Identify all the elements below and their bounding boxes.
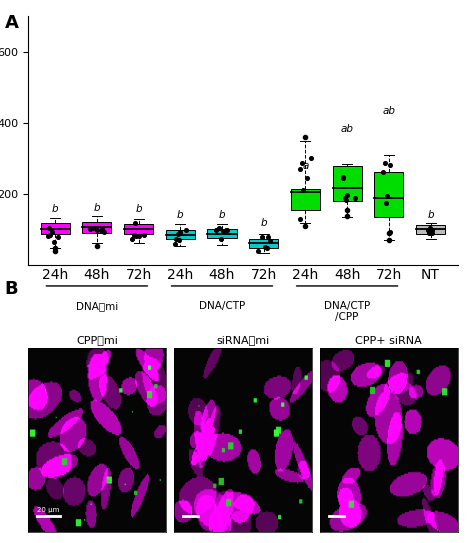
Text: ab: ab xyxy=(340,124,354,134)
Point xyxy=(425,229,432,237)
Bar xyxy=(333,166,362,201)
Text: ab: ab xyxy=(382,106,396,116)
Point xyxy=(298,159,305,168)
Point xyxy=(212,225,219,234)
Point xyxy=(172,235,180,243)
Point xyxy=(263,244,271,252)
Text: b: b xyxy=(93,203,100,213)
Point xyxy=(224,226,231,235)
Text: a: a xyxy=(302,161,309,171)
Text: A: A xyxy=(5,14,19,31)
Point xyxy=(176,228,184,236)
Bar xyxy=(291,189,320,210)
Text: /CPP: /CPP xyxy=(335,312,359,321)
Point xyxy=(55,233,62,242)
Bar xyxy=(416,225,445,233)
Point xyxy=(426,224,434,232)
Point xyxy=(426,228,433,237)
Point xyxy=(222,226,230,235)
Point xyxy=(351,194,358,203)
Point xyxy=(382,199,390,208)
Point xyxy=(386,228,394,236)
Point xyxy=(386,161,393,169)
Bar xyxy=(374,172,403,217)
Point xyxy=(341,194,349,203)
Point xyxy=(44,232,51,241)
Text: 20 μm: 20 μm xyxy=(37,507,60,513)
Point xyxy=(381,159,389,168)
Point xyxy=(342,195,349,204)
Point xyxy=(99,225,106,233)
Point xyxy=(340,173,347,182)
Point xyxy=(50,237,57,246)
Point xyxy=(379,168,386,177)
Bar xyxy=(166,230,195,239)
Point xyxy=(219,226,226,235)
Point xyxy=(218,235,225,243)
Point xyxy=(262,243,269,251)
Point xyxy=(265,232,272,241)
Point xyxy=(299,186,306,194)
Title: CPP+ siRNA: CPP+ siRNA xyxy=(355,336,422,345)
Bar xyxy=(82,222,112,233)
Point xyxy=(303,174,311,183)
Text: DNAのmi: DNAのmi xyxy=(76,301,118,311)
Point xyxy=(133,232,140,241)
Point xyxy=(128,235,135,243)
Point xyxy=(384,191,391,200)
Point xyxy=(343,191,351,199)
Point xyxy=(93,226,101,235)
Point xyxy=(215,224,222,233)
Title: CPPのmi: CPPのmi xyxy=(76,336,118,345)
Point xyxy=(45,224,53,233)
Point xyxy=(99,227,106,236)
Bar xyxy=(41,223,70,234)
Text: b: b xyxy=(52,204,58,214)
Point xyxy=(307,154,315,162)
Point xyxy=(175,236,183,244)
Text: DNA/CTP: DNA/CTP xyxy=(199,301,245,311)
Point xyxy=(267,237,274,246)
Point xyxy=(428,229,435,238)
Text: B: B xyxy=(5,280,18,298)
Point xyxy=(182,225,190,234)
Bar xyxy=(124,224,153,235)
Point xyxy=(46,231,54,240)
Point xyxy=(130,231,137,239)
Bar xyxy=(249,238,278,248)
Point xyxy=(340,173,347,181)
Text: b: b xyxy=(427,210,434,220)
Text: DNA/CTP: DNA/CTP xyxy=(324,301,370,311)
Bar xyxy=(207,229,237,238)
Point xyxy=(424,226,432,235)
Point xyxy=(255,246,262,255)
Point xyxy=(100,228,107,236)
Point xyxy=(296,214,304,223)
Point xyxy=(49,228,56,237)
Text: b: b xyxy=(135,204,142,214)
Point xyxy=(174,230,182,238)
Point xyxy=(89,224,97,233)
Point xyxy=(296,165,304,173)
Text: b: b xyxy=(261,218,267,228)
Point xyxy=(171,239,179,248)
Title: siRNAのmi: siRNAのmi xyxy=(216,336,269,345)
Point xyxy=(140,231,148,239)
Text: b: b xyxy=(219,210,225,220)
Text: b: b xyxy=(177,210,184,220)
Point xyxy=(258,233,265,242)
Point xyxy=(86,224,93,233)
Point xyxy=(428,226,436,235)
Point xyxy=(131,218,139,227)
Point xyxy=(135,231,143,240)
